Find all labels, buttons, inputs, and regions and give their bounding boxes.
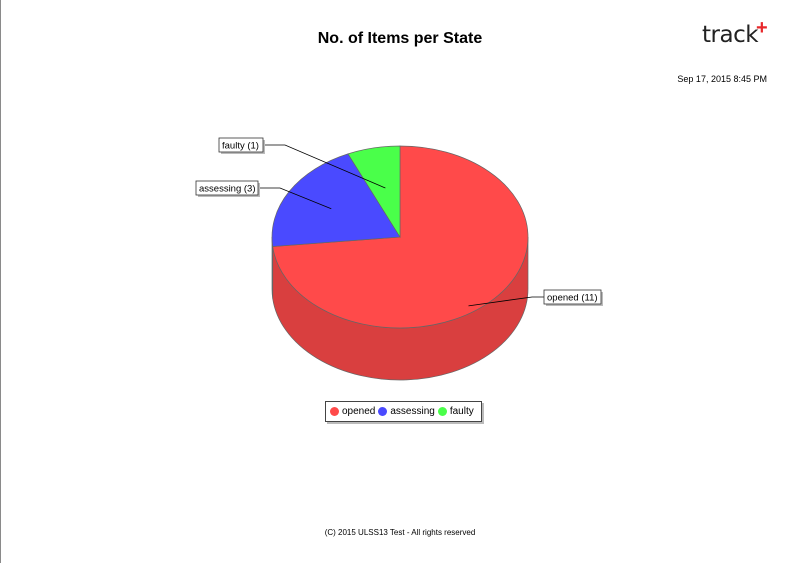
tracks-logo: track +: [702, 18, 782, 52]
legend-label-opened: opened: [342, 406, 376, 417]
legend-swatch-faulty: [437, 407, 447, 416]
copyright-footer: (C) 2015 ULSS13 Test - All rights reserv…: [324, 528, 476, 537]
legend-swatch-assessing: [378, 407, 388, 416]
legend-swatch-opened: [330, 407, 339, 416]
label-box-faulty: [218, 137, 264, 153]
slice-label-assessing: assessing (3): [199, 184, 256, 195]
legend-item-opened: opened: [330, 406, 375, 417]
leader-line-assessing: [258, 187, 332, 210]
legend-item-faulty: faulty: [437, 406, 474, 417]
slice-label-opened: opened (11): [547, 293, 598, 304]
page-left-border: [0, 0, 1, 563]
leader-line-faulty: [263, 144, 386, 189]
label-box-opened: [543, 289, 602, 305]
pie-slice-faulty: [347, 145, 401, 239]
slice-label-faulty: faulty (1): [222, 141, 259, 152]
chart-legend: opened assessing faulty: [325, 401, 482, 422]
leader-line-opened: [468, 296, 544, 307]
report-timestamp: Sep 17, 2015 8:45 PM: [677, 74, 767, 84]
label-box-assessing: [195, 180, 259, 196]
legend-label-faulty: faulty: [449, 406, 474, 417]
logo-plus-icon: +: [756, 17, 768, 39]
chart-title: No. of Items per State: [317, 30, 483, 47]
legend-item-assessing: assessing: [378, 406, 435, 417]
legend-label-assessing: assessing: [390, 406, 435, 417]
logo-text: track: [702, 22, 759, 48]
